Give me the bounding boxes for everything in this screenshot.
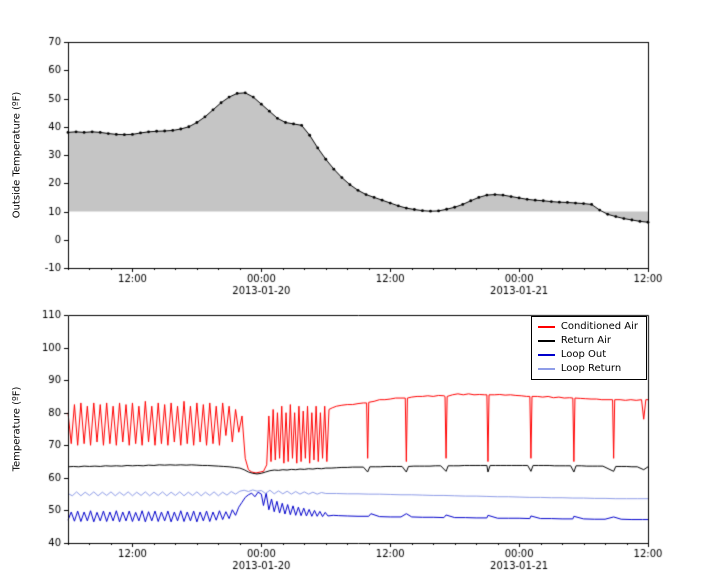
return-air-line-sample-icon bbox=[537, 340, 555, 342]
conditioned-air-line-sample-icon bbox=[537, 326, 555, 328]
legend-label: Loop Out bbox=[560, 349, 607, 360]
legend-label: Loop Return bbox=[560, 363, 622, 374]
legend-entry-conditioned-air: Conditioned Air bbox=[537, 320, 638, 334]
temperature-axis-label: Temperature (ºF) bbox=[11, 386, 23, 472]
loop-return-line-sample-icon bbox=[537, 368, 555, 370]
legend-entry-return-air: Return Air bbox=[537, 334, 638, 348]
loop-out-line-sample-icon bbox=[537, 354, 555, 356]
legend-entry-loop-out: Loop Out bbox=[537, 348, 638, 362]
outside-temperature-axis-label: Outside Temperature (ºF) bbox=[11, 91, 23, 219]
legend-entry-loop-return: Loop Return bbox=[537, 362, 638, 376]
legend: Conditioned Air Return Air Loop Out Loop… bbox=[530, 316, 647, 380]
legend-label: Return Air bbox=[560, 335, 611, 346]
legend-label: Conditioned Air bbox=[560, 321, 638, 332]
